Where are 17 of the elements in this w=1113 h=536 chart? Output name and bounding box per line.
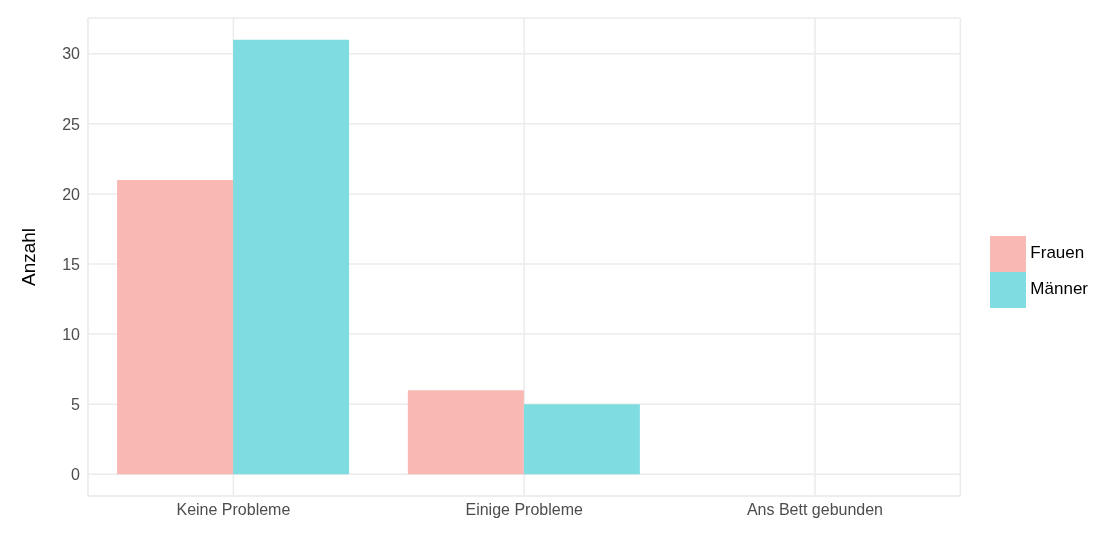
y-tick-label: 25 (62, 115, 81, 133)
y-tick-label: 5 (71, 395, 81, 413)
y-tick-label: 15 (62, 255, 81, 273)
legend-label: Männer (1030, 279, 1088, 299)
bar (407, 390, 524, 475)
y-tick-label: 10 (62, 325, 81, 343)
y-tick-label: 30 (62, 45, 81, 63)
y-tick-label: 0 (71, 465, 81, 483)
x-tick-label: Einige Probleme (465, 501, 583, 519)
x-tick-label: Ans Bett gebunden (746, 501, 884, 519)
bar (233, 39, 350, 475)
y-tick-label: 20 (62, 185, 81, 203)
bar (523, 404, 640, 475)
bar (117, 179, 234, 475)
y-axis-title: Anzahl (17, 227, 39, 287)
x-tick-label: Keine Probleme (176, 501, 291, 519)
legend-label: Frauen (1030, 243, 1085, 263)
